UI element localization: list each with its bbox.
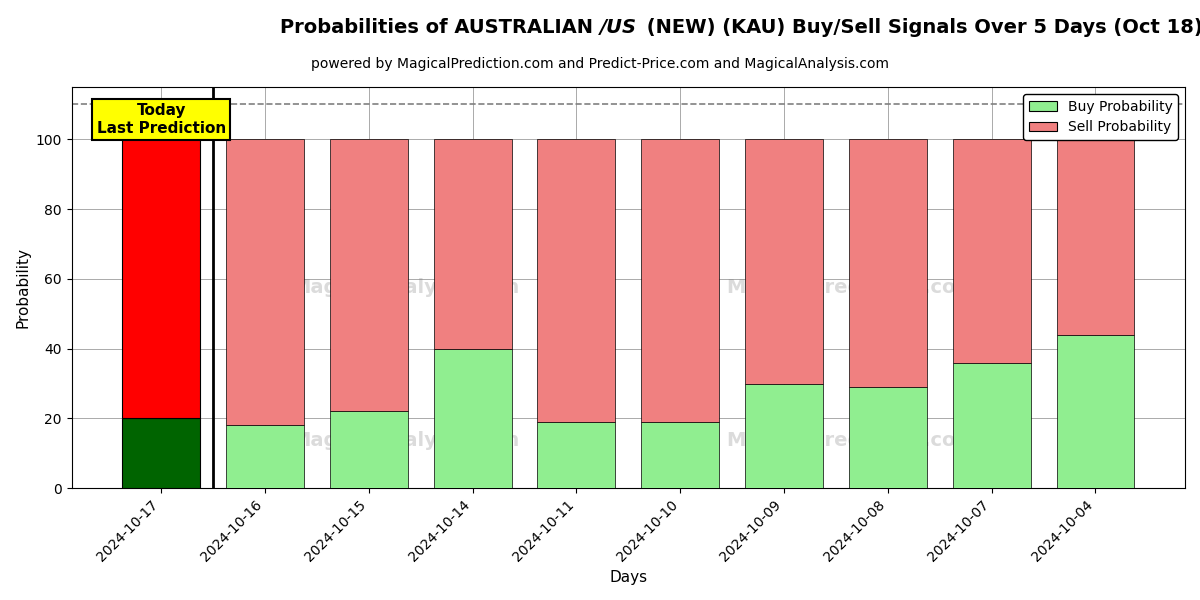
Bar [330, 139, 408, 412]
Bar [1056, 139, 1134, 335]
Text: MagicalAnalysis.com: MagicalAnalysis.com [292, 278, 520, 297]
X-axis label: Days: Days [610, 570, 647, 585]
Bar [433, 349, 511, 488]
Text: MagicalPrediction.com: MagicalPrediction.com [726, 431, 976, 449]
Text: /US: /US [600, 18, 637, 37]
Bar [745, 139, 823, 383]
Text: Probabilities of AUSTRALIAN: Probabilities of AUSTRALIAN [281, 18, 600, 37]
Legend: Buy Probability, Sell Probability: Buy Probability, Sell Probability [1024, 94, 1178, 140]
Text: MagicalPrediction.com: MagicalPrediction.com [726, 278, 976, 297]
Text: (NEW) (KAU) Buy/Sell Signals Over 5 Days (Oct 18): (NEW) (KAU) Buy/Sell Signals Over 5 Days… [640, 18, 1200, 37]
Text: MagicalAnalysis.com: MagicalAnalysis.com [292, 431, 520, 449]
Bar [330, 412, 408, 488]
Bar [953, 139, 1031, 362]
Bar [848, 387, 926, 488]
Bar [538, 139, 616, 422]
Text: powered by MagicalPrediction.com and Predict-Price.com and MagicalAnalysis.com: powered by MagicalPrediction.com and Pre… [311, 57, 889, 71]
Bar [1056, 335, 1134, 488]
Bar [848, 139, 926, 387]
Y-axis label: Probability: Probability [16, 247, 30, 328]
Bar [226, 425, 304, 488]
Bar [122, 139, 200, 418]
Bar [122, 418, 200, 488]
Bar [433, 139, 511, 349]
Bar [226, 139, 304, 425]
Text: Today
Last Prediction: Today Last Prediction [96, 103, 226, 136]
Bar [953, 362, 1031, 488]
Bar [745, 383, 823, 488]
Bar [641, 422, 719, 488]
Bar [538, 422, 616, 488]
Bar [641, 139, 719, 422]
